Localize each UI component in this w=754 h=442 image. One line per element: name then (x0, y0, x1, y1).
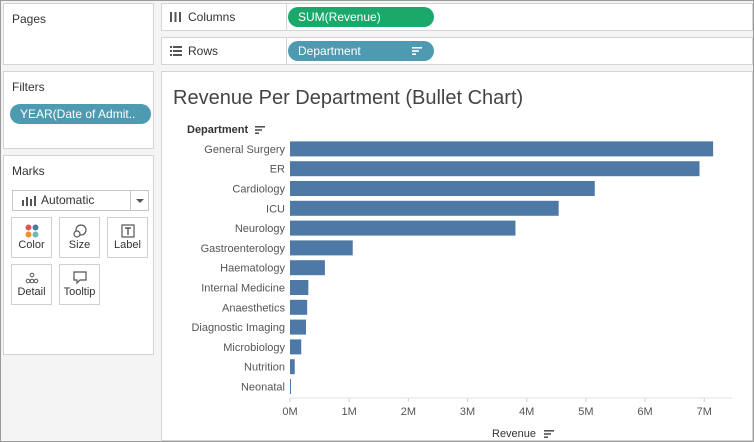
x-tick-label: 1M (342, 406, 357, 418)
category-label: Anaesthetics (222, 302, 285, 314)
category-label: Haematology (220, 263, 285, 275)
x-tick-label: 6M (637, 406, 652, 418)
marks-card: Marks Automatic Color (3, 155, 154, 355)
chevron-down-icon[interactable] (130, 191, 148, 210)
detail-button[interactable]: Detail (11, 264, 52, 305)
bar (290, 379, 291, 394)
category-label: General Surgery (204, 144, 285, 156)
bar (290, 339, 302, 355)
mark-type-value: Automatic (41, 193, 95, 207)
columns-icon (170, 12, 181, 22)
x-tick-label: 3M (460, 406, 475, 418)
bar (290, 319, 306, 335)
bar (290, 161, 700, 177)
size-label: Size (68, 239, 91, 251)
size-button[interactable]: Size (59, 217, 100, 258)
pages-card[interactable]: Pages (3, 3, 154, 65)
x-tick-label: 0M (282, 406, 297, 418)
bar (290, 181, 595, 196)
bar (290, 200, 559, 216)
category-label: ICU (266, 203, 285, 215)
tooltip-bubble-icon (73, 271, 87, 285)
x-tick-label: 7M (697, 406, 712, 418)
category-label: Neurology (235, 223, 286, 235)
category-label: Microbiology (223, 342, 285, 354)
sort-descending-icon[interactable] (412, 47, 422, 55)
rows-shelf[interactable]: Rows Department (161, 37, 753, 65)
rows-pill-department[interactable]: Department (288, 41, 434, 61)
category-label: Gastroenterology (201, 243, 286, 255)
bar (290, 220, 516, 236)
mark-type-dropdown[interactable]: Automatic (12, 190, 149, 211)
bar (290, 299, 308, 315)
color-dots-icon (25, 224, 39, 238)
color-label: Color (18, 239, 45, 251)
bar-chart-icon (22, 196, 36, 206)
category-label: Nutrition (244, 362, 285, 374)
chart-title: Revenue Per Department (Bullet Chart) (173, 87, 524, 109)
size-circles-icon (73, 224, 87, 238)
tooltip-button[interactable]: Tooltip (59, 264, 100, 305)
x-tick-label: 5M (578, 406, 593, 418)
row-header[interactable]: Department (187, 124, 266, 136)
rows-label-text: Rows (188, 44, 219, 58)
sort-descending-icon[interactable] (255, 126, 266, 135)
tooltip-label: Tooltip (63, 286, 96, 298)
detail-label: Detail (17, 286, 46, 298)
columns-shelf[interactable]: Columns SUM(Revenue) (161, 3, 753, 31)
columns-shelf-label: Columns (162, 4, 287, 30)
row-header-label: Department (187, 124, 249, 136)
bar (290, 280, 309, 295)
label-label: Label (114, 239, 141, 251)
columns-label-text: Columns (188, 10, 236, 24)
x-tick-label: 4M (519, 406, 534, 418)
bar-chart: General Surgery ER Cardiology ICU Neurology G… (191, 141, 732, 418)
bar (290, 260, 325, 276)
filters-title: Filters (12, 80, 45, 94)
category-label: Diagnostic Imaging (191, 322, 285, 334)
category-label: Cardiology (232, 184, 285, 196)
rows-pill-text: Department (298, 44, 361, 58)
filters-card[interactable]: Filters YEAR(Date of Admit.. (3, 71, 154, 149)
filter-pill-year[interactable]: YEAR(Date of Admit.. (10, 104, 151, 124)
category-label: Internal Medicine (201, 283, 285, 295)
text-label-icon (121, 224, 135, 238)
bar (290, 240, 353, 256)
bar (290, 141, 714, 157)
x-axis-title[interactable]: Revenue (492, 428, 555, 440)
color-button[interactable]: Color (11, 217, 52, 258)
detail-dots-icon (25, 272, 39, 284)
bar (290, 359, 295, 375)
chart-view[interactable]: General Surgery ER Cardiology ICU Neurology G… (161, 71, 753, 441)
label-button[interactable]: Label (107, 217, 148, 258)
rows-shelf-label: Rows (162, 38, 287, 64)
marks-title: Marks (12, 164, 45, 178)
pages-title: Pages (12, 12, 47, 26)
columns-pill-revenue[interactable]: SUM(Revenue) (288, 7, 434, 27)
x-tick-label: 2M (401, 406, 416, 418)
category-label: ER (270, 164, 285, 176)
category-label: Neonatal (241, 382, 285, 394)
sort-descending-icon[interactable] (544, 430, 555, 439)
x-axis-title-text: Revenue (492, 428, 537, 440)
rows-icon (170, 46, 182, 56)
